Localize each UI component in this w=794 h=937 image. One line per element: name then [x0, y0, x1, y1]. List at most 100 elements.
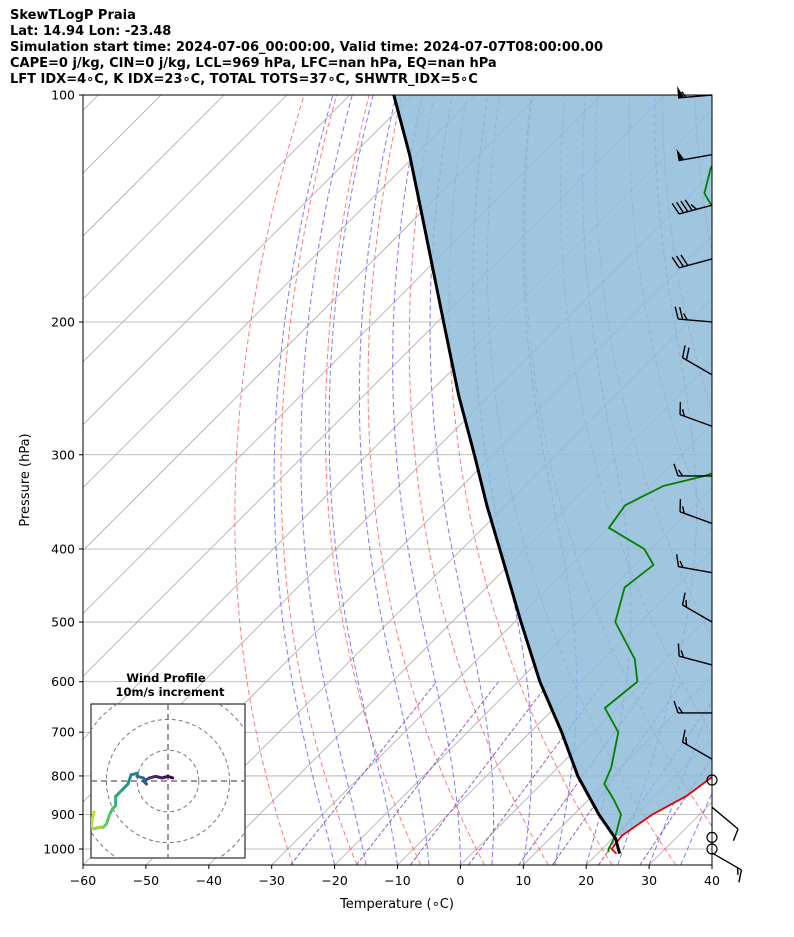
barb-feather — [671, 203, 680, 215]
hodograph-segment — [104, 813, 111, 826]
chart-title: SkewTLogP Praia Lat: 14.94 Lon: -23.48 S… — [10, 8, 603, 88]
barb-feather — [677, 643, 680, 657]
isotherm-line — [83, 95, 539, 552]
x-tick-label: −50 — [133, 873, 159, 888]
barb-feather — [681, 91, 687, 98]
x-axis-label: Temperature (∘C) — [339, 897, 454, 912]
isotherm-line — [83, 95, 288, 300]
barb-staff — [682, 604, 713, 623]
barb-feather — [679, 560, 684, 568]
isotherm-line — [334, 487, 712, 865]
x-tick-label: −10 — [384, 873, 410, 888]
hodograph-inset: Wind Profile 10m/s increment — [90, 671, 246, 859]
barb-flag — [676, 148, 685, 161]
moist-adiabat — [273, 95, 336, 865]
barb-feather — [683, 313, 688, 321]
barb-staff — [679, 413, 713, 427]
barb-staff — [679, 511, 713, 525]
barb-feather — [680, 200, 689, 213]
barb-feather — [673, 463, 679, 477]
barb-feather — [680, 650, 685, 658]
wind-barb — [681, 729, 713, 760]
y-tick-label: 500 — [51, 615, 75, 630]
moist-adiabat — [429, 95, 495, 865]
hodograph-subtitle: 10m/s increment — [116, 685, 225, 699]
dry-adiabat — [448, 95, 613, 865]
x-tick-label: 0 — [456, 873, 464, 888]
title-line-stability: CAPE=0 j/kg, CIN=0 j/kg, LCL=969 hPa, LF… — [10, 56, 497, 71]
barb-feather — [681, 345, 686, 358]
temperature-profile — [610, 775, 712, 855]
mixing-ratio-line — [355, 681, 499, 865]
barb-feather — [671, 256, 680, 269]
barb-feather — [675, 255, 685, 268]
isotherm-line — [83, 95, 351, 363]
x-tick-label: −30 — [259, 873, 285, 888]
barb-staff — [711, 806, 739, 830]
isotherm-line — [83, 95, 476, 489]
barb-feather — [678, 306, 684, 320]
barb-feather — [680, 254, 689, 266]
isotherm-line — [711, 864, 712, 865]
wind-barb — [677, 643, 713, 666]
wind-barb — [711, 852, 743, 883]
moist-adiabat — [300, 95, 367, 865]
barb-feather — [681, 506, 685, 514]
dry-adiabat — [408, 95, 549, 865]
y-tick-label: 200 — [51, 314, 75, 329]
barb-feather — [675, 201, 685, 214]
title-line-times: Simulation start time: 2024-07-06_00:00:… — [10, 40, 603, 55]
barb-staff — [678, 318, 713, 323]
hodograph-segment — [126, 773, 133, 786]
barb-staff — [711, 852, 742, 871]
dry-adiabat — [728, 95, 794, 865]
axes: −60 −50 −40 −30 −20 −10 0 10 20 30 40 1000 900 800 700… — [43, 88, 720, 889]
isotherm-line — [83, 95, 225, 237]
dry-adiabat — [324, 95, 422, 865]
barb-staff — [682, 357, 713, 376]
wind-barb — [706, 774, 718, 786]
x-tick-label: 30 — [641, 873, 657, 888]
isotherm-line — [397, 549, 712, 865]
y-axis-label: Pressure (hPa) — [18, 433, 33, 526]
hodograph-ring — [136, 749, 200, 813]
parcel-profile — [392, 95, 622, 854]
y-tick-label: 700 — [51, 725, 75, 740]
x-tick-label: 10 — [515, 873, 531, 888]
title-line-location: Lat: 14.94 Lon: -23.48 — [10, 24, 172, 39]
barb-feather — [677, 469, 684, 477]
hodograph-title: Wind Profile — [126, 671, 206, 685]
wind-barb — [681, 345, 713, 376]
y-tick-label: 100 — [51, 88, 75, 103]
calm-circle — [706, 843, 718, 855]
wind-barb — [671, 254, 713, 269]
y-tick-label: 800 — [51, 768, 75, 783]
wind-barb — [673, 463, 712, 477]
wind-barb — [679, 499, 713, 525]
hodograph-segment — [91, 810, 96, 820]
barb-staff — [678, 655, 713, 666]
x-tick-label: −20 — [321, 873, 347, 888]
dry-adiabat — [367, 95, 485, 865]
calm-circle — [706, 831, 718, 843]
title-line-indices: LFT IDX=4∘C, K IDX=23∘C, TOTAL TOTS=37∘C… — [10, 72, 478, 87]
barb-feather — [681, 729, 686, 743]
y-tick-label: 600 — [51, 674, 75, 689]
mixing-ratio-line — [468, 681, 605, 865]
barb-staff — [678, 258, 713, 269]
dewpoint-profile — [603, 164, 712, 853]
barb-feather — [677, 706, 684, 714]
moist-adiabat — [648, 697, 712, 865]
dry-adiabat — [280, 95, 358, 865]
cape-cin-fill — [393, 95, 712, 836]
wind-barb — [706, 843, 718, 855]
title-line-station: SkewTLogP Praia — [10, 8, 136, 23]
calm-circle — [706, 774, 718, 786]
mixing-ratio-line — [409, 681, 550, 865]
moist-adiabat — [711, 863, 712, 865]
wind-barb — [676, 148, 713, 162]
barb-flag — [677, 86, 685, 98]
barb-feather — [690, 204, 698, 210]
y-tick-label: 300 — [51, 447, 75, 462]
